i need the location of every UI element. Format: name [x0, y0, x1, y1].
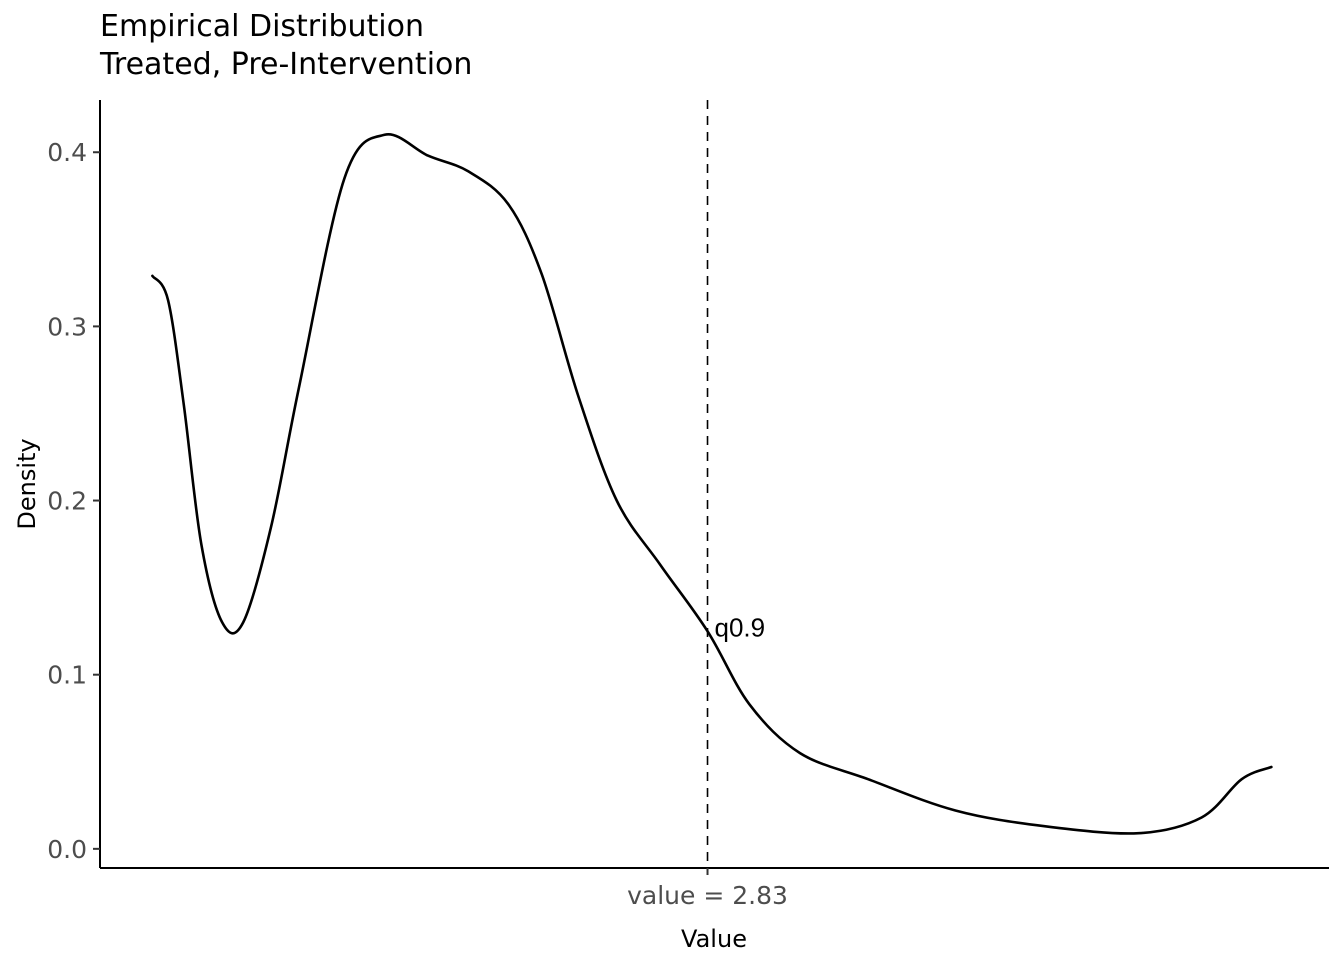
y-tick-label: 0.2	[47, 487, 87, 516]
y-tick-label: 0.4	[47, 138, 87, 167]
density-curve	[151, 133, 1273, 835]
y-axis-title: Density	[13, 438, 41, 529]
y-tick-label: 0.1	[47, 661, 87, 690]
chart-title: Empirical Distribution	[100, 9, 424, 44]
quantile-annotation: q0.9	[715, 613, 766, 643]
x-axis-title: Value	[681, 925, 747, 953]
y-tick-label: 0.0	[47, 835, 87, 864]
chart-subtitle: Treated, Pre-Intervention	[100, 47, 473, 82]
y-tick-label: 0.3	[47, 312, 87, 341]
x-tick-label: value = 2.83	[627, 881, 788, 910]
chart-title-block: Empirical Distribution Treated, Pre-Inte…	[100, 8, 472, 84]
